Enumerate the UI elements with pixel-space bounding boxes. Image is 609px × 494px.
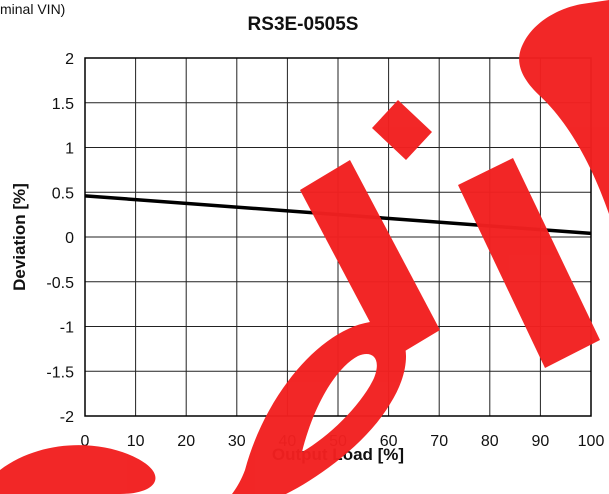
x-tick-label: 0 <box>81 433 90 450</box>
y-tick-label: 1.5 <box>52 96 74 113</box>
x-tick-label: 20 <box>177 433 195 450</box>
y-axis-title: Deviation [%] <box>10 183 29 291</box>
y-tick-label: -1.5 <box>46 364 74 381</box>
x-tick-label: 70 <box>430 433 448 450</box>
y-tick-labels: 2 1.5 1 0.5 0 -0.5 -1 -1.5 -2 <box>46 51 74 426</box>
chart-title: RS3E-0505S <box>248 14 359 35</box>
y-tick-label: 0 <box>65 230 74 247</box>
y-tick-label: -0.5 <box>46 275 74 292</box>
y-tick-label: 0.5 <box>52 185 74 202</box>
y-tick-label: 2 <box>65 51 74 68</box>
x-tick-label: 100 <box>578 433 605 450</box>
x-tick-label: 90 <box>532 433 550 450</box>
x-tick-label: 80 <box>481 433 499 450</box>
header-note: minal VIN) <box>0 1 65 17</box>
y-tick-label: -1 <box>60 320 74 337</box>
y-tick-label: -2 <box>60 409 74 426</box>
x-tick-label: 30 <box>228 433 246 450</box>
x-tick-label: 10 <box>127 433 145 450</box>
x-tick-label: 60 <box>380 433 398 450</box>
plot-frame <box>84 57 592 417</box>
y-tick-label: 1 <box>65 141 74 158</box>
